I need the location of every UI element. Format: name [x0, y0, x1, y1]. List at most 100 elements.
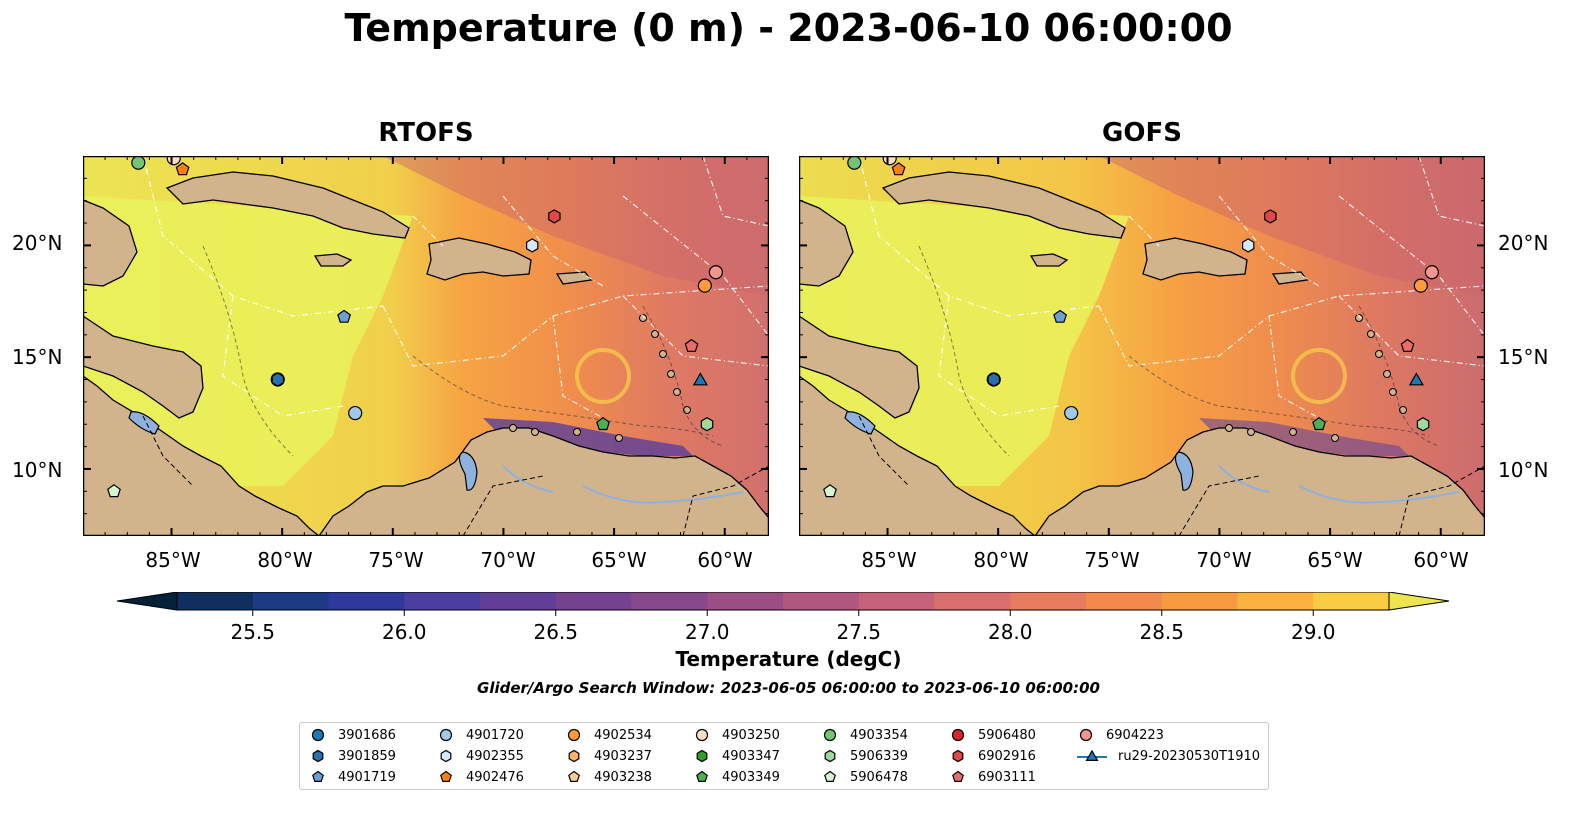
legend-marker-icon	[312, 749, 324, 763]
legend-marker-icon	[439, 728, 453, 742]
float-marker-5906478	[107, 484, 121, 498]
legend-item-label: 4903349	[722, 769, 780, 785]
legend-item: 5906478	[820, 767, 908, 787]
lon-label-70w-gofs: 70°W	[1196, 548, 1252, 572]
colorbar-segment	[328, 592, 405, 610]
legend-marker-icon	[695, 728, 709, 742]
colorbar-segment	[252, 592, 329, 610]
lon-label-85w-gofs: 85°W	[861, 548, 917, 572]
legend-item: 4903238	[564, 767, 652, 787]
colorbar-extend-low	[116, 592, 178, 611]
legend-item: 3901686	[308, 725, 396, 745]
float-marker-4903250	[882, 156, 897, 166]
float-marker-4902476	[175, 162, 190, 176]
panel-title-gofs: GOFS	[1102, 118, 1182, 148]
land-mass	[799, 199, 854, 287]
float-marker-5906478	[823, 484, 837, 498]
float-marker-6902916	[1264, 209, 1277, 224]
float-marker-4903349	[1312, 416, 1326, 431]
land-mass	[313, 253, 353, 267]
float-marker-6903111	[1400, 338, 1415, 352]
legend-marker-icon	[311, 728, 325, 742]
lon-label-65w-rtofs: 65°W	[591, 548, 647, 572]
legend-item: 4903354	[820, 725, 908, 745]
float-marker-ru29-20230530T1910	[1408, 372, 1424, 386]
lake	[458, 451, 478, 491]
lon-label-80w-rtofs: 80°W	[257, 548, 313, 572]
lon-label-80w-gofs: 80°W	[973, 548, 1029, 572]
colorbar-segment	[1161, 592, 1238, 610]
map-frame	[83, 156, 769, 536]
legend-item-label: 4903354	[850, 727, 908, 743]
land-mass	[799, 315, 920, 419]
land-mass	[426, 237, 532, 281]
legend-item-label: 4903238	[594, 769, 652, 785]
legend-marker-icon	[824, 749, 836, 763]
legend-item-label: 5906480	[978, 727, 1036, 743]
colorbar-tick-label: 27.5	[836, 620, 882, 644]
lat-label-10n-left: 10°N	[12, 458, 63, 482]
legend-item: 4903237	[564, 746, 652, 766]
legend-item: 6902916	[948, 746, 1036, 766]
float-marker-4901719	[337, 309, 352, 323]
legend-item: 4903347	[692, 746, 780, 766]
float-marker-4903250	[166, 156, 181, 166]
legend-item: 6904223	[1076, 725, 1164, 745]
legend-item-label: 4902476	[466, 769, 524, 785]
land-mass	[1142, 237, 1248, 281]
legend-item-label: 4901720	[466, 727, 524, 743]
colorbar-tick-label: 28.0	[987, 620, 1033, 644]
colorbar-segment	[934, 592, 1011, 610]
colorbar-tick-label: 25.5	[230, 620, 276, 644]
legend-item-label: 4903347	[722, 748, 780, 764]
colorbar	[116, 592, 1450, 616]
colorbar-label: Temperature (degC)	[675, 647, 902, 671]
colorbar-tick-label: 26.5	[533, 620, 579, 644]
map-panel-gofs	[799, 156, 1485, 536]
lon-label-75w-rtofs: 75°W	[368, 548, 424, 572]
lon-label-85w-rtofs: 85°W	[145, 548, 201, 572]
float-marker-5906339	[1416, 417, 1430, 432]
float-marker-4902534	[697, 278, 712, 293]
legend-marker-icon	[696, 770, 708, 782]
land-mass	[165, 171, 410, 239]
legend-marker-icon	[952, 749, 964, 763]
legend-item: 6903111	[948, 767, 1036, 787]
float-marker-4902355	[526, 238, 539, 253]
legend-item-label: 4902534	[594, 727, 652, 743]
lat-label-15n-left: 15°N	[12, 345, 63, 369]
legend-marker-icon	[951, 728, 965, 742]
float-marker-4901720	[1064, 405, 1079, 421]
float-marker-3901859	[271, 372, 284, 387]
legend-item: 4902476	[436, 767, 524, 787]
colorbar-tick-label: 28.5	[1139, 620, 1185, 644]
land-mass	[881, 171, 1126, 239]
float-marker-4903354	[131, 156, 146, 170]
lat-label-20n-right: 20°N	[1498, 231, 1549, 255]
lon-label-60w-rtofs: 60°W	[697, 548, 753, 572]
float-marker-4901719	[1053, 309, 1068, 323]
legend-item-label: 4901719	[338, 769, 396, 785]
float-marker-6904223	[1424, 265, 1439, 280]
land-mass	[555, 271, 593, 285]
legend-item: 5906339	[820, 746, 908, 766]
land-mass	[1034, 427, 1485, 536]
legend-item-label: 5906478	[850, 769, 908, 785]
float-marker-4902476	[891, 162, 906, 176]
legend-marker-icon	[1077, 749, 1107, 761]
legend-item-label: 6902916	[978, 748, 1036, 764]
float-marker-4902355	[1242, 238, 1255, 253]
legend-item-label: ru29-20230530T1910	[1118, 748, 1261, 764]
land-mass	[799, 198, 1037, 536]
land-mass	[1271, 271, 1309, 285]
lake	[844, 411, 876, 435]
legend-marker-icon	[824, 770, 836, 782]
colorbar-tick-label: 27.0	[684, 620, 730, 644]
map-frame	[799, 156, 1485, 536]
float-marker-4901720	[348, 405, 363, 421]
colorbar-tick-label: 26.0	[381, 620, 427, 644]
legend-item-label: 6903111	[978, 769, 1036, 785]
legend-item-label: 4902355	[466, 748, 524, 764]
colorbar-segment	[404, 592, 481, 610]
legend-marker-icon	[952, 770, 964, 782]
